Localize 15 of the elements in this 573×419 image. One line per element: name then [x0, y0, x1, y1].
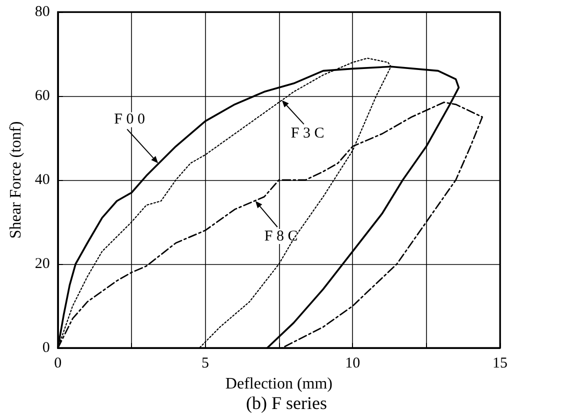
y-tick-label: 20 — [34, 256, 50, 272]
x-tick-label: 0 — [54, 356, 62, 372]
y-tick-label: 40 — [34, 172, 50, 188]
y-tick-label: 80 — [34, 4, 50, 20]
x-tick-label: 10 — [345, 356, 360, 372]
x-tick-label: 15 — [492, 356, 508, 372]
x-tick-label: 5 — [202, 356, 210, 372]
y-tick-label: 0 — [42, 340, 50, 356]
text: (b) F series — [246, 393, 327, 413]
x-axis-title: Deflection (mm) — [225, 375, 332, 392]
y-tick-label: 60 — [34, 88, 50, 104]
annotation: F 0 0 — [114, 112, 145, 128]
annotation: F 3 C — [290, 126, 324, 142]
y-axis-title: Shear Force (tonf) — [8, 121, 24, 239]
annotation: F 8 C — [264, 228, 298, 244]
